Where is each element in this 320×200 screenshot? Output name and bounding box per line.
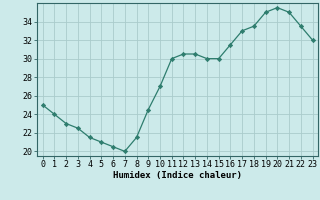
X-axis label: Humidex (Indice chaleur): Humidex (Indice chaleur)	[113, 171, 242, 180]
